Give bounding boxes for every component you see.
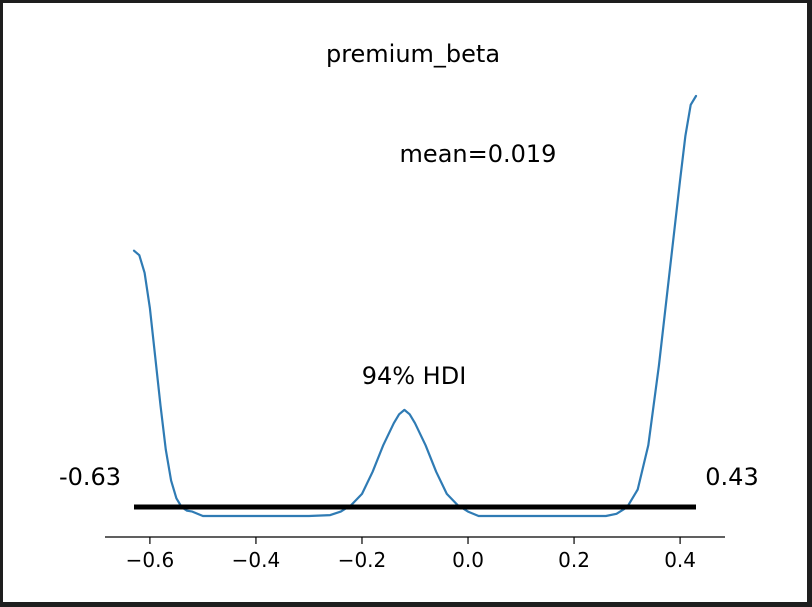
x-tick-label: −0.6 — [126, 548, 175, 572]
plot-frame: premium_beta mean=0.019 94% HDI -0.63 0.… — [3, 3, 807, 602]
x-tick-label: 0.4 — [664, 548, 696, 572]
chart-title: premium_beta — [326, 40, 500, 68]
hdi-upper-label: 0.43 — [705, 463, 758, 491]
x-tick-label: 0.2 — [558, 548, 590, 572]
x-axis-ticks: −0.6 −0.4 −0.2 0.0 0.2 0.4 — [126, 537, 696, 572]
posterior-plot: premium_beta mean=0.019 94% HDI -0.63 0.… — [59, 40, 759, 572]
hdi-label: 94% HDI — [362, 362, 467, 390]
x-tick-label: 0.0 — [452, 548, 484, 572]
point-estimate-label: mean=0.019 — [400, 140, 557, 168]
hdi-lower-label: -0.63 — [59, 463, 121, 491]
x-tick-label: −0.4 — [232, 548, 281, 572]
posterior-density-line — [132, 94, 698, 518]
x-tick-label: −0.2 — [338, 548, 387, 572]
